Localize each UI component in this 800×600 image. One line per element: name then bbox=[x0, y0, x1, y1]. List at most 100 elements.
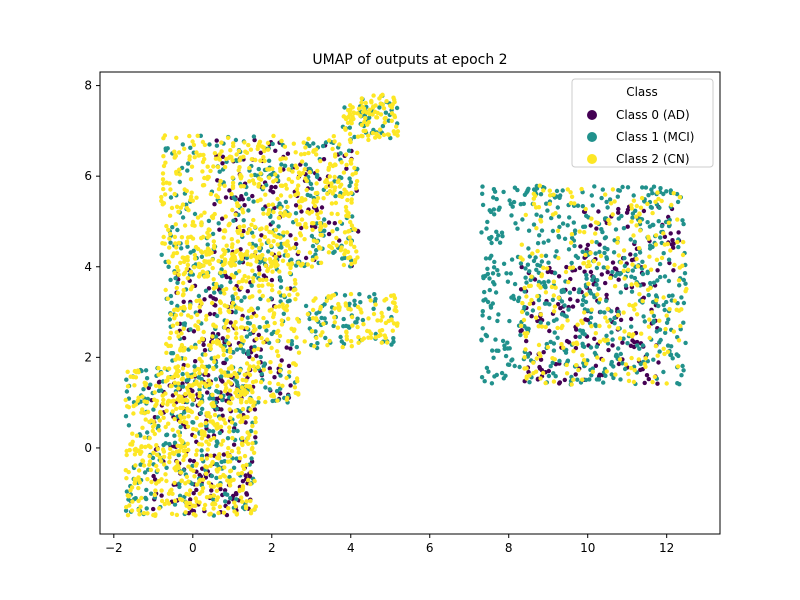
scatter-point bbox=[617, 357, 623, 362]
scatter-point bbox=[601, 337, 606, 342]
scatter-point bbox=[311, 141, 316, 146]
scatter-point bbox=[480, 326, 485, 331]
scatter-point bbox=[181, 348, 187, 353]
scatter-point bbox=[168, 293, 174, 299]
scatter-point bbox=[234, 326, 239, 331]
scatter-point bbox=[602, 250, 607, 256]
scatter-point bbox=[210, 459, 215, 465]
scatter-point bbox=[267, 366, 272, 371]
scatter-point bbox=[223, 421, 228, 426]
scatter-point bbox=[348, 161, 354, 166]
scatter-point bbox=[522, 324, 527, 329]
scatter-point bbox=[669, 242, 675, 247]
scatter-point bbox=[356, 106, 362, 111]
scatter-point bbox=[156, 372, 161, 377]
scatter-point bbox=[278, 206, 283, 211]
x-tick-label: 8 bbox=[505, 541, 513, 555]
scatter-point bbox=[632, 307, 637, 312]
scatter-point bbox=[192, 372, 198, 378]
scatter-point bbox=[668, 248, 673, 253]
scatter-point bbox=[655, 190, 660, 195]
scatter-point bbox=[530, 308, 536, 313]
scatter-point bbox=[546, 321, 551, 326]
scatter-point bbox=[638, 228, 643, 233]
scatter-point bbox=[169, 511, 175, 516]
scatter-point bbox=[538, 219, 544, 224]
scatter-point bbox=[495, 268, 500, 273]
scatter-point bbox=[592, 258, 597, 264]
scatter-point bbox=[215, 383, 220, 389]
scatter-point bbox=[276, 353, 281, 358]
scatter-point bbox=[185, 244, 190, 249]
scatter-point bbox=[642, 380, 647, 386]
scatter-point bbox=[590, 369, 595, 374]
scatter-point bbox=[310, 307, 316, 313]
x-tick-label: 0 bbox=[189, 541, 197, 555]
scatter-point bbox=[343, 152, 349, 157]
scatter-point bbox=[221, 348, 226, 353]
scatter-point bbox=[289, 179, 295, 184]
scatter-point bbox=[524, 280, 529, 285]
scatter-point bbox=[324, 298, 329, 303]
scatter-point bbox=[243, 191, 249, 197]
scatter-point bbox=[187, 500, 193, 506]
scatter-point bbox=[367, 294, 372, 300]
scatter-point bbox=[135, 398, 140, 403]
scatter-point bbox=[153, 488, 158, 493]
scatter-point bbox=[592, 350, 598, 356]
scatter-point bbox=[211, 484, 216, 489]
scatter-point bbox=[651, 318, 657, 324]
scatter-point bbox=[315, 168, 320, 174]
scatter-point bbox=[580, 249, 585, 254]
scatter-point bbox=[605, 205, 610, 210]
scatter-point bbox=[618, 290, 623, 295]
scatter-point bbox=[283, 199, 289, 205]
scatter-point bbox=[579, 186, 584, 192]
scatter-point bbox=[355, 111, 360, 116]
scatter-point bbox=[212, 412, 218, 418]
scatter-point bbox=[633, 252, 638, 258]
scatter-point bbox=[621, 268, 626, 273]
scatter-point bbox=[204, 439, 209, 444]
scatter-point bbox=[183, 391, 188, 397]
scatter-point bbox=[571, 286, 577, 292]
scatter-point bbox=[329, 201, 335, 206]
scatter-point bbox=[568, 200, 574, 206]
scatter-point bbox=[169, 351, 174, 356]
scatter-point bbox=[643, 185, 649, 190]
scatter-point bbox=[253, 435, 258, 440]
scatter-point bbox=[356, 340, 361, 345]
scatter-point bbox=[252, 478, 257, 484]
scatter-point bbox=[230, 435, 235, 441]
scatter-point bbox=[491, 265, 497, 270]
scatter-point bbox=[184, 266, 189, 272]
scatter-point bbox=[142, 470, 148, 475]
scatter-point bbox=[352, 298, 357, 303]
scatter-point bbox=[243, 252, 248, 257]
scatter-point bbox=[251, 199, 256, 204]
scatter-point bbox=[184, 500, 189, 505]
scatter-point bbox=[278, 278, 284, 283]
scatter-point bbox=[233, 320, 238, 325]
scatter-point bbox=[304, 187, 309, 193]
scatter-point bbox=[646, 193, 651, 198]
scatter-point bbox=[518, 323, 524, 328]
scatter-point bbox=[646, 292, 651, 298]
scatter-point bbox=[212, 355, 217, 360]
scatter-point bbox=[205, 164, 210, 169]
scatter-point bbox=[613, 372, 618, 377]
scatter-point bbox=[529, 314, 534, 319]
scatter-point bbox=[208, 294, 213, 299]
scatter-point bbox=[290, 169, 295, 174]
scatter-point bbox=[354, 178, 360, 184]
scatter-point bbox=[480, 184, 485, 189]
scatter-point bbox=[315, 212, 320, 217]
scatter-point bbox=[167, 181, 172, 186]
scatter-point bbox=[274, 388, 280, 394]
scatter-point bbox=[154, 452, 160, 457]
scatter-point bbox=[144, 376, 150, 381]
scatter-point bbox=[173, 276, 178, 281]
scatter-point bbox=[216, 221, 221, 226]
scatter-point bbox=[394, 308, 399, 314]
scatter-point bbox=[500, 338, 506, 344]
